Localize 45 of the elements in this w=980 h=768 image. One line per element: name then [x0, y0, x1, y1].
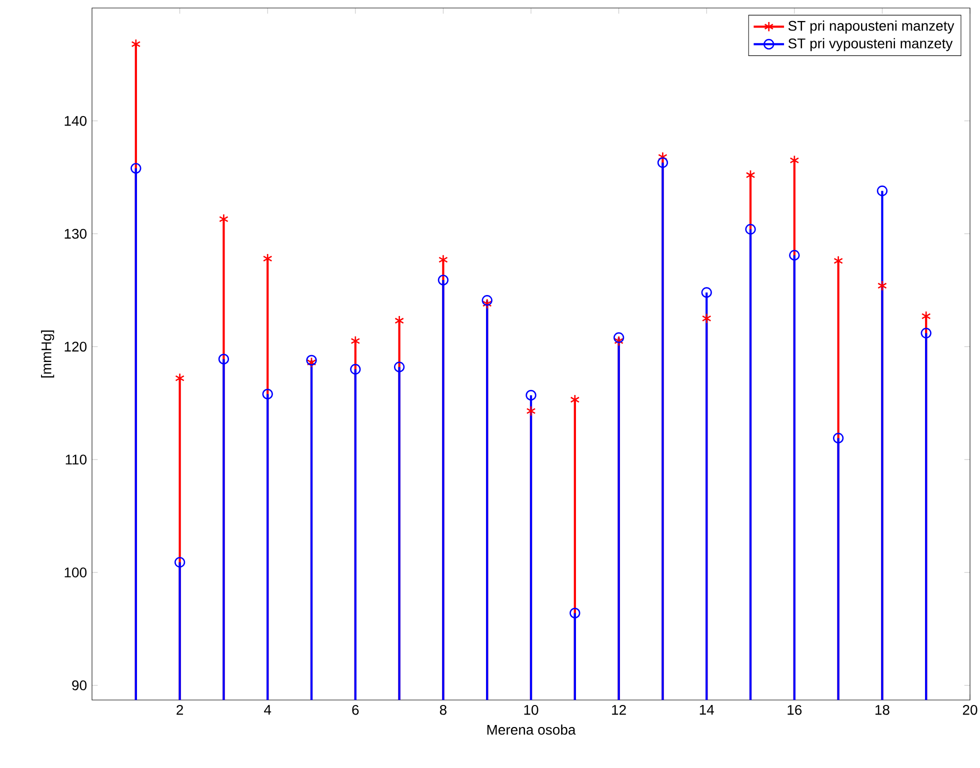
point: [526, 406, 536, 416]
x-tick-label: 18: [875, 704, 890, 715]
x-tick-label: 14: [700, 704, 714, 715]
x-tick-label: 16: [788, 704, 802, 715]
point: [789, 250, 800, 261]
x-tick-label: 20: [962, 704, 978, 715]
point: [702, 313, 712, 324]
point: [174, 556, 186, 568]
point: [745, 224, 756, 235]
point: [218, 354, 230, 364]
point: [526, 390, 536, 401]
point: [350, 364, 361, 375]
point: [482, 298, 492, 310]
point: [482, 295, 492, 306]
point: [394, 362, 405, 372]
y-tick-label: 110: [66, 454, 87, 465]
x-tick-label: 12: [612, 704, 626, 715]
y-tick-label: 100: [64, 567, 87, 578]
point: [570, 608, 580, 618]
x-tick-label: 4: [264, 704, 272, 715]
point: [657, 157, 668, 168]
point: [614, 336, 624, 346]
point: [262, 388, 273, 400]
point: [832, 432, 844, 444]
legend-label: ST pri vypousteni manzety: [788, 38, 953, 52]
y-tick-label: 130: [64, 228, 87, 239]
point: [701, 287, 712, 298]
y-tick-label: 120: [64, 342, 87, 352]
x-tick-label: 6: [352, 704, 359, 715]
x-tick-label: 10: [524, 704, 538, 715]
point: [878, 280, 887, 292]
x-tick-label: 2: [176, 704, 183, 715]
y-tick-label: 90: [72, 680, 87, 690]
point: [876, 186, 888, 196]
point: [438, 274, 449, 286]
x-axis-title: Merena osoba: [487, 724, 576, 735]
y-axis-title: [mmHg]: [41, 330, 54, 378]
point: [613, 332, 624, 343]
legend-label: ST pri napousteni manzety: [788, 20, 954, 34]
point: [306, 354, 317, 366]
point: [920, 328, 932, 338]
point: [130, 162, 142, 174]
point: [306, 357, 316, 368]
x-tick-label: 8: [440, 704, 446, 715]
y-tick-label: 140: [64, 116, 87, 126]
